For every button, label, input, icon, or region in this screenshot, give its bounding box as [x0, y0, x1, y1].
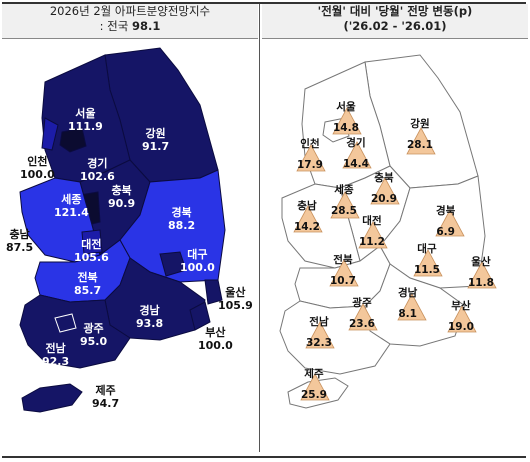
change-label-seoul: 서울 14.8 [333, 101, 359, 134]
region-ulsan [204, 279, 223, 305]
label-gyeonggi: 경기 102.6 [80, 157, 115, 183]
region-daejeon [81, 229, 103, 255]
change-label-incheon: 인천 17.9 [297, 138, 323, 171]
label-sejong: 세종 121.4 [54, 193, 89, 219]
up-triangle-sejong [330, 191, 360, 219]
label-gyeongbuk: 경북 88.2 [168, 206, 196, 232]
region-gwangju [54, 313, 77, 333]
change-label-jeonnam: 전남 32.3 [306, 316, 332, 349]
national-label: : 전국 [99, 19, 129, 33]
change-label-ulsan: 울산 11.8 [468, 256, 494, 289]
right-header-title: '전월' 대비 '당월' 전망 변동(p) [317, 4, 473, 18]
up-triangle-jeonbuk [329, 259, 359, 287]
up-triangle-gangwon [406, 127, 436, 155]
up-triangle-gwangju [348, 303, 378, 331]
right-header-period: ('26.02 - '26.01) [343, 19, 447, 33]
region-incheon [41, 117, 59, 151]
label-gwangju: 광주 95.0 [80, 322, 108, 348]
change-label-gyeonggi: 경기 14.4 [343, 137, 369, 170]
up-triangle-gyeongnam [397, 293, 427, 321]
label-incheon: 인천 100.0 [20, 155, 55, 181]
left-header: 2026년 2월 아파트분양전망지수 : 전국 98.1 [2, 4, 258, 39]
label-chungbuk: 충북 90.9 [108, 184, 136, 210]
change-label-chungnam: 충남 14.2 [294, 200, 320, 233]
right-header: '전월' 대비 '당월' 전망 변동(p) ('26.02 - '26.01) [262, 4, 528, 39]
up-triangle-chungbuk [370, 177, 400, 205]
up-triangle-incheon [296, 144, 326, 172]
change-label-gwangju: 광주 23.6 [349, 297, 375, 330]
change-label-gyeongnam: 경남 8.1 [398, 287, 418, 320]
left-header-title: 2026년 2월 아파트분양전망지수 [49, 4, 211, 18]
region-daegu [159, 251, 187, 277]
label-seoul: 서울 111.9 [68, 107, 103, 133]
left-choropleth-map [19, 47, 226, 413]
change-label-daejeon: 대전 11.2 [359, 215, 385, 248]
up-triangle-chungnam [293, 205, 323, 233]
up-triangle-jeju [300, 373, 330, 401]
label-busan: 부산 100.0 [198, 326, 233, 352]
label-jeonnam: 전남 92.3 [42, 342, 70, 368]
region-jeju [21, 383, 83, 413]
change-label-busan: 부산 19.0 [448, 300, 474, 333]
region-seoul [59, 127, 87, 153]
region-jeonnam [19, 294, 131, 369]
label-ulsan: 울산 105.9 [218, 286, 253, 312]
label-daejeon: 대전 105.6 [74, 238, 109, 264]
change-label-gangwon: 강원 28.1 [407, 118, 433, 151]
up-triangle-gyeonggi [342, 141, 372, 169]
label-jeju: 제주 94.7 [92, 384, 120, 410]
up-triangle-daegu [413, 249, 443, 277]
change-label-jeonbuk: 전북 10.7 [330, 254, 356, 287]
label-jeonbuk: 전북 85.7 [74, 271, 102, 297]
label-gangwon: 강원 91.7 [142, 127, 170, 153]
change-label-jeju: 제주 25.9 [301, 368, 327, 401]
label-chungnam: 충남 87.5 [6, 228, 34, 254]
change-label-sejong: 세종 28.5 [331, 184, 357, 217]
change-label-gyeongbuk: 경북 6.9 [436, 205, 456, 238]
figure-frame [2, 2, 526, 458]
label-daegu: 대구 100.0 [180, 248, 215, 274]
up-triangle-gyeongbuk [435, 209, 465, 237]
up-triangle-daejeon [358, 221, 388, 249]
up-triangle-jeonnam [305, 321, 335, 349]
up-triangle-busan [447, 305, 477, 333]
up-triangle-ulsan [467, 261, 497, 289]
left-header-national: : 전국 98.1 [2, 19, 258, 34]
change-label-chungbuk: 충북 20.9 [371, 172, 397, 205]
national-value: 98.1 [131, 19, 161, 33]
up-triangle-seoul [332, 107, 362, 135]
panel-divider [259, 4, 260, 452]
change-label-daegu: 대구 11.5 [414, 243, 440, 276]
label-gyeongnam: 경남 93.8 [136, 304, 164, 330]
region-busan [189, 301, 211, 331]
